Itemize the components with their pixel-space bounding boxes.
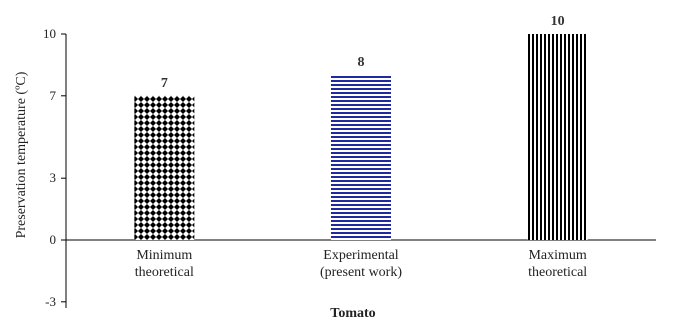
category-label: Maximum theoretical — [528, 248, 587, 280]
category-label: Experimental (present work) — [320, 248, 402, 280]
y-tick-label: 7 — [50, 88, 57, 103]
data-label: 10 — [551, 14, 565, 29]
bar-3 — [527, 34, 588, 240]
y-tick-label: -3 — [45, 294, 56, 309]
data-label: 8 — [358, 55, 365, 70]
bar-1 — [134, 95, 195, 240]
category-label-line: (present work) — [320, 265, 402, 280]
bar-2 — [331, 75, 391, 240]
y-tick-label: 10 — [43, 26, 56, 41]
y-tick-label: 0 — [50, 232, 57, 247]
data-label: 7 — [161, 76, 168, 91]
x-axis-title: Tomato — [330, 306, 375, 321]
category-label-line: Experimental — [323, 248, 399, 263]
category-label-line: Maximum — [528, 248, 586, 263]
category-label-line: theoretical — [135, 265, 194, 280]
category-label-line: theoretical — [528, 265, 587, 280]
category-label: Minimum theoretical — [135, 248, 194, 280]
y-tick-label: 3 — [50, 170, 57, 185]
y-axis-title: Preservation temperature (ºC) — [14, 71, 29, 238]
category-label-line: Minimum — [136, 248, 192, 263]
